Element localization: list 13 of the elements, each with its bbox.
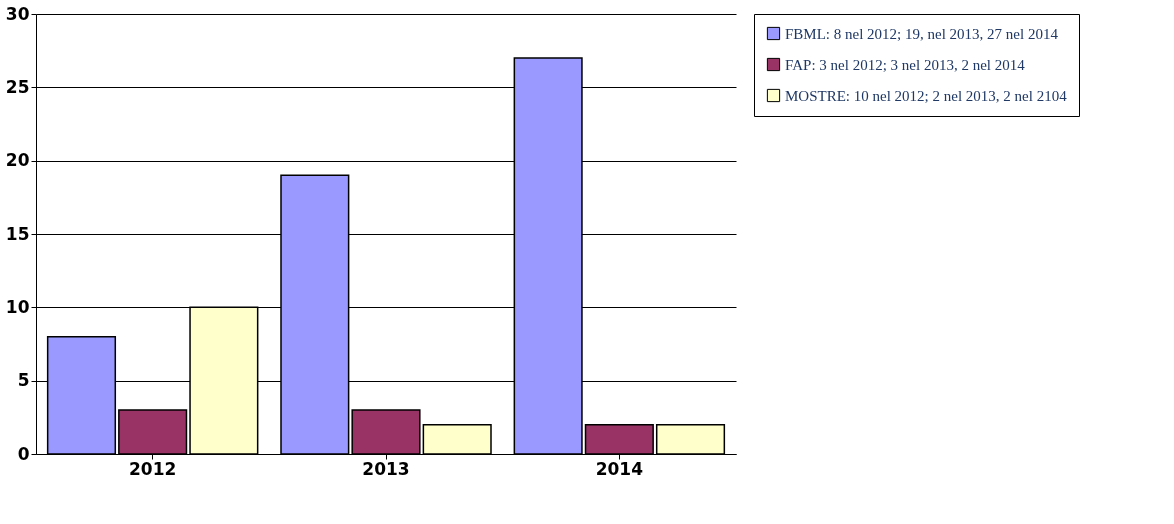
y-tick-label: 20 bbox=[5, 150, 30, 171]
x-tick-label: 2012 bbox=[129, 458, 177, 479]
y-tick-label: 10 bbox=[5, 296, 30, 317]
legend-label: FAP: 3 nel 2012; 3 nel 2013, 2 nel 2014 bbox=[785, 56, 1026, 73]
x-tick-label: 2013 bbox=[362, 458, 410, 479]
y-tick-label: 0 bbox=[17, 443, 30, 464]
y-tick-label: 5 bbox=[17, 370, 30, 391]
legend-label: MOSTRE: 10 nel 2012; 2 nel 2013, 2 nel 2104 bbox=[785, 87, 1068, 104]
y-tick-label: 25 bbox=[5, 76, 30, 97]
x-tick-label: 2014 bbox=[595, 458, 644, 479]
y-tick-label: 15 bbox=[5, 223, 30, 244]
y-tick-label: 30 bbox=[5, 3, 30, 24]
legend-label: FBML: 8 nel 2012; 19, nel 2013, 27 nel 2014 bbox=[785, 25, 1059, 42]
